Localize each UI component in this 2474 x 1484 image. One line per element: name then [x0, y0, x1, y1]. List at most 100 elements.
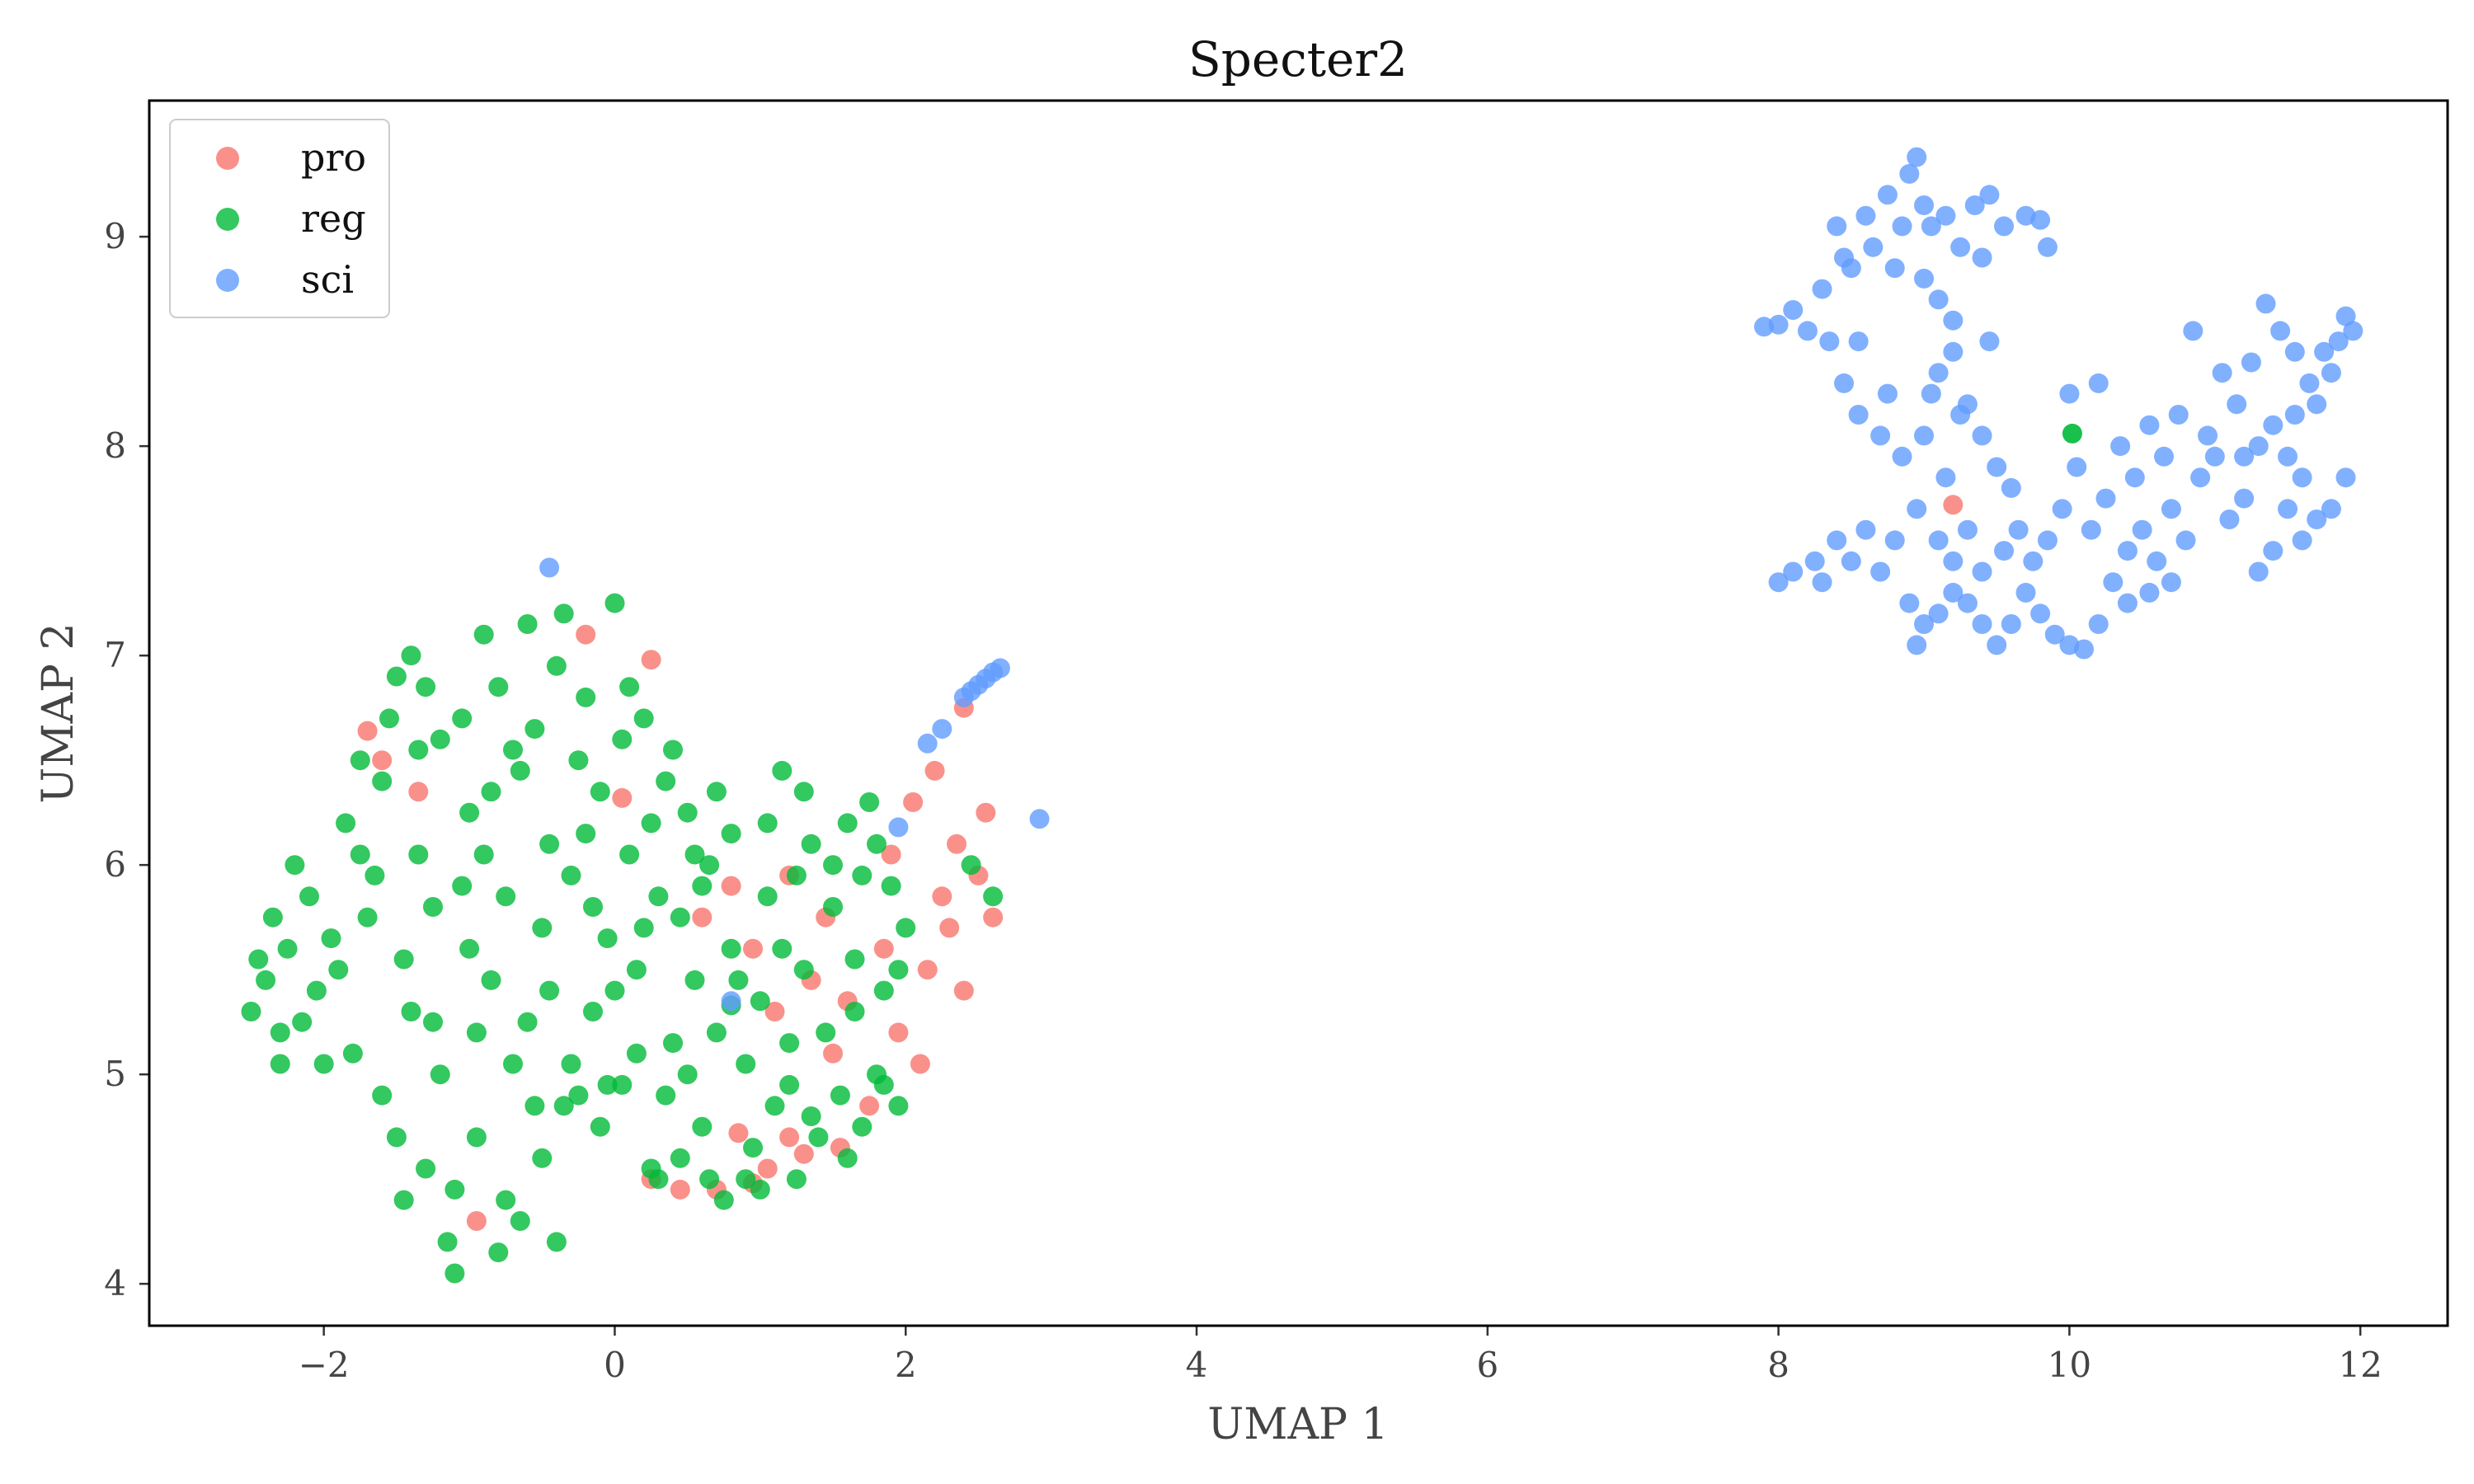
point-sci-33	[1943, 310, 1964, 331]
point-reg-120	[292, 1012, 313, 1032]
point-sci-131	[2139, 582, 2160, 603]
plot-frame	[148, 99, 2449, 1327]
point-pro-25	[859, 1096, 880, 1116]
point-reg-55	[692, 1116, 713, 1137]
x-tick-label: 4	[1186, 1345, 1208, 1385]
point-reg-148	[750, 1179, 770, 1200]
point-pro-16	[910, 1054, 930, 1074]
point-sci-11	[721, 991, 741, 1012]
point-pro-23	[917, 960, 938, 980]
point-pro-28	[757, 1158, 778, 1179]
x-tick-label: 8	[1767, 1345, 1790, 1385]
point-reg-101	[604, 980, 625, 1001]
point-sci-15	[1899, 163, 1920, 184]
point-sci-143	[2284, 405, 2305, 425]
point-sci-122	[1943, 551, 1964, 571]
point-sci-88	[2278, 446, 2298, 467]
point-sci-43	[1914, 425, 1934, 446]
point-reg-66	[786, 1169, 807, 1190]
point-reg-39	[576, 687, 596, 707]
point-reg-80	[896, 918, 916, 938]
point-sci-45	[1943, 341, 1964, 362]
point-reg-75	[859, 792, 880, 812]
point-reg-17	[416, 1158, 436, 1179]
point-reg-71	[830, 1085, 850, 1106]
point-sci-111	[2081, 519, 2101, 540]
point-reg-119	[270, 1054, 290, 1074]
point-reg-31	[517, 614, 538, 634]
point-reg-83	[262, 907, 283, 928]
point-pro-12	[764, 1002, 785, 1021]
point-reg-144	[684, 844, 705, 865]
point-sci-108	[2124, 467, 2145, 488]
point-reg-110	[743, 1138, 763, 1158]
point-sci-56	[1783, 561, 1804, 582]
points-layer	[241, 147, 2363, 1284]
point-sci-25	[2037, 237, 2058, 257]
point-sci-54	[1827, 530, 1847, 551]
point-sci-97	[2284, 341, 2305, 362]
point-reg-46	[626, 960, 647, 980]
point-sci-102	[2212, 363, 2232, 383]
point-sci-106	[2154, 446, 2174, 467]
point-reg-91	[459, 938, 480, 959]
point-reg-139	[612, 729, 633, 749]
point-pro-27	[793, 1144, 814, 1164]
point-sci-52	[1884, 530, 1905, 551]
point-reg-100	[590, 1116, 610, 1137]
point-sci-141	[2117, 593, 2138, 613]
point-reg-72	[837, 813, 858, 834]
point-reg-131	[496, 886, 516, 907]
point-reg-126	[416, 677, 436, 697]
point-reg-136	[568, 750, 589, 771]
point-reg-68	[801, 834, 821, 854]
x-tick-label: 6	[1476, 1345, 1498, 1385]
point-reg-111	[757, 813, 778, 834]
point-sci-117	[1994, 541, 2014, 561]
point-reg-11	[372, 1085, 393, 1106]
legend-marker-sci	[216, 269, 239, 292]
point-pro-6	[721, 876, 741, 896]
point-reg-98	[561, 1054, 581, 1074]
point-sci-94	[2343, 321, 2363, 341]
point-sci-135	[1972, 247, 1992, 268]
point-sci-65	[1943, 582, 1964, 603]
point-pro-36	[976, 802, 996, 823]
point-reg-116	[852, 865, 872, 885]
point-reg-152	[823, 855, 843, 876]
point-sci-116	[2008, 519, 2029, 540]
point-reg-128	[452, 708, 473, 729]
point-reg-62	[757, 886, 778, 907]
point-reg-51	[663, 1033, 683, 1054]
point-sci-62	[1914, 614, 1934, 634]
point-sci-64	[1928, 603, 1949, 624]
x-tick-label: 0	[604, 1345, 626, 1385]
point-reg-24	[466, 1127, 487, 1148]
point-sci-26	[1812, 279, 1832, 299]
point-reg-67	[793, 960, 814, 980]
point-reg-28	[496, 1190, 516, 1210]
point-sci-40	[1848, 405, 1869, 425]
point-sci-49	[2001, 477, 2021, 498]
point-sci-74	[2074, 639, 2094, 660]
point-sci-95	[2314, 341, 2335, 362]
point-pro-39	[1943, 495, 1964, 515]
point-sci-124	[2278, 499, 2298, 519]
point-reg-34	[539, 834, 560, 854]
legend-label-reg: reg	[301, 196, 366, 241]
point-reg-26	[481, 970, 501, 990]
point-reg-92	[473, 844, 494, 865]
legend: pro reg sci	[169, 119, 390, 318]
point-reg-105	[663, 740, 683, 760]
point-reg-3	[277, 938, 298, 959]
point-reg-81	[961, 855, 981, 876]
legend-marker-pro	[216, 147, 239, 170]
point-sci-70	[2015, 582, 2036, 603]
point-sci-99	[2255, 294, 2276, 314]
point-reg-130	[481, 782, 501, 802]
point-reg-69	[808, 1127, 829, 1148]
point-reg-42	[597, 928, 618, 949]
point-reg-114	[816, 1022, 836, 1043]
point-reg-61	[750, 991, 770, 1012]
point-sci-44	[1928, 363, 1949, 383]
